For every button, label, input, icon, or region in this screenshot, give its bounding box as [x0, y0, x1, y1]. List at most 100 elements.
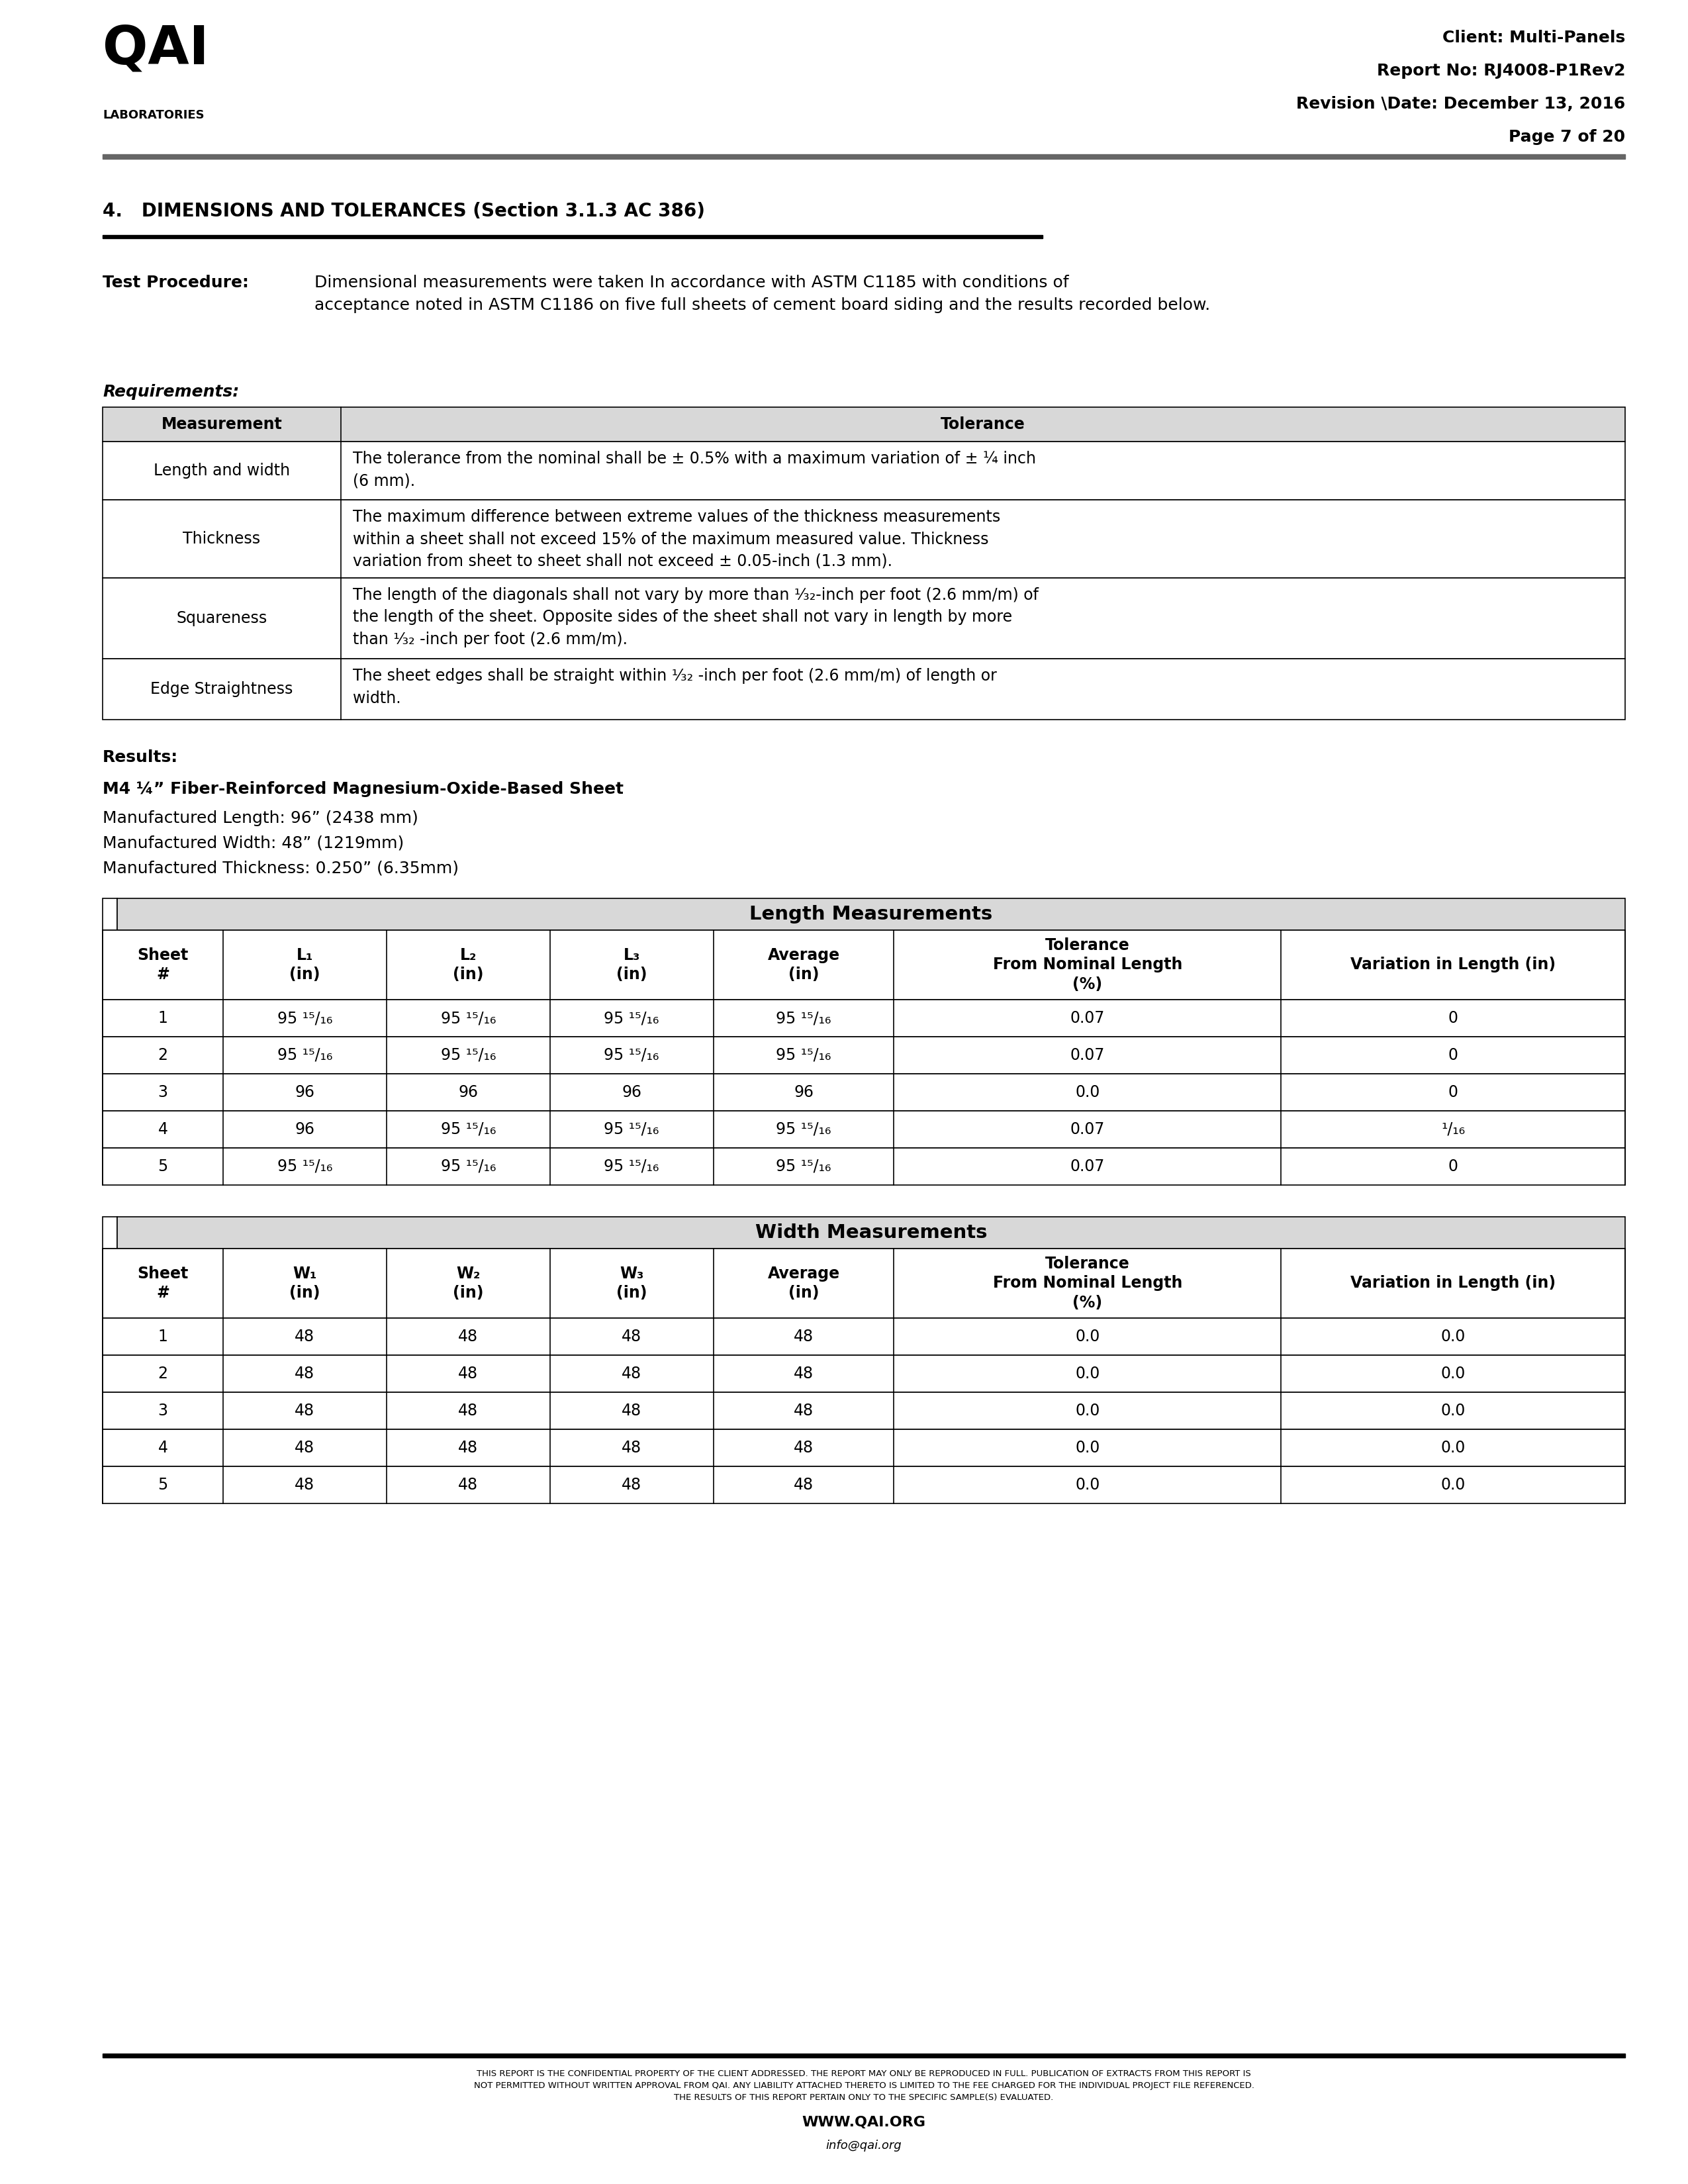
Text: 95 ¹⁵/₁₆: 95 ¹⁵/₁₆: [277, 1158, 333, 1175]
Text: Requirements:: Requirements:: [103, 384, 240, 400]
Text: 95 ¹⁵/₁₆: 95 ¹⁵/₁₆: [277, 1011, 333, 1026]
Text: Manufactured Width: 48” (1219mm): Manufactured Width: 48” (1219mm): [103, 836, 403, 852]
Text: 1: 1: [159, 1011, 167, 1026]
Text: Manufactured Thickness: 0.250” (6.35mm): Manufactured Thickness: 0.250” (6.35mm): [103, 860, 459, 876]
Text: Width Measurements: Width Measurements: [755, 1223, 987, 1243]
Text: 0.0: 0.0: [1075, 1476, 1101, 1494]
Bar: [103, 155, 1626, 159]
Text: 95 ¹⁵/₁₆: 95 ¹⁵/₁₆: [441, 1158, 496, 1175]
Text: Manufactured Length: 96” (2438 mm): Manufactured Length: 96” (2438 mm): [103, 810, 419, 826]
Text: Tolerance
From Nominal Length
(%): Tolerance From Nominal Length (%): [993, 1256, 1182, 1310]
Text: Measurement: Measurement: [162, 417, 282, 432]
Text: 0.0: 0.0: [1442, 1328, 1465, 1345]
Text: 0: 0: [1448, 1158, 1458, 1175]
Text: 48: 48: [793, 1402, 814, 1420]
Text: 48: 48: [295, 1476, 314, 1494]
Bar: [103, 441, 1626, 500]
Text: 0: 0: [1448, 1048, 1458, 1064]
Text: 0.0: 0.0: [1442, 1402, 1465, 1420]
Text: 48: 48: [295, 1439, 314, 1457]
Text: 48: 48: [295, 1402, 314, 1420]
Text: Length Measurements: Length Measurements: [749, 904, 993, 924]
Text: Results:: Results:: [103, 749, 179, 764]
Text: Report No: RJ4008-P1Rev2: Report No: RJ4008-P1Rev2: [1376, 63, 1626, 79]
Text: L₁
(in): L₁ (in): [289, 948, 321, 983]
Bar: [103, 2053, 1626, 2057]
Text: 0.0: 0.0: [1075, 1085, 1101, 1101]
Text: 95 ¹⁵/₁₆: 95 ¹⁵/₁₆: [604, 1048, 660, 1064]
Text: WWW.QAI.ORG: WWW.QAI.ORG: [802, 2116, 925, 2129]
Text: 48: 48: [457, 1328, 478, 1345]
Bar: [103, 234, 1043, 238]
Bar: [103, 500, 1626, 579]
Text: 2: 2: [159, 1048, 167, 1064]
Bar: [103, 930, 1626, 1000]
Text: 4: 4: [159, 1439, 167, 1457]
Text: Page 7 of 20: Page 7 of 20: [1509, 129, 1626, 144]
Text: 95 ¹⁵/₁₆: 95 ¹⁵/₁₆: [776, 1048, 830, 1064]
Bar: [103, 1354, 1626, 1391]
Bar: [103, 406, 1626, 441]
Text: 0.07: 0.07: [1070, 1011, 1106, 1026]
Text: 95 ¹⁵/₁₆: 95 ¹⁵/₁₆: [604, 1120, 660, 1138]
Text: L₃
(in): L₃ (in): [616, 948, 647, 983]
Bar: [103, 1216, 116, 1249]
Text: Test Procedure:: Test Procedure:: [103, 275, 248, 290]
Text: Sheet
#: Sheet #: [137, 948, 189, 983]
Text: W₃
(in): W₃ (in): [616, 1265, 647, 1302]
Text: 0.0: 0.0: [1442, 1476, 1465, 1494]
Text: 48: 48: [621, 1365, 641, 1382]
Text: 0.0: 0.0: [1442, 1365, 1465, 1382]
Text: 1: 1: [159, 1328, 167, 1345]
Bar: [103, 1249, 1626, 1319]
Text: Average
(in): Average (in): [768, 1265, 839, 1302]
Text: 95 ¹⁵/₁₆: 95 ¹⁵/₁₆: [441, 1048, 496, 1064]
Text: 95 ¹⁵/₁₆: 95 ¹⁵/₁₆: [776, 1158, 830, 1175]
Bar: [103, 1149, 1626, 1186]
Bar: [103, 898, 116, 930]
Text: Thickness: Thickness: [182, 531, 260, 546]
Text: 48: 48: [793, 1476, 814, 1494]
Text: 95 ¹⁵/₁₆: 95 ¹⁵/₁₆: [776, 1120, 830, 1138]
Text: Variation in Length (in): Variation in Length (in): [1350, 957, 1556, 972]
Text: 0.07: 0.07: [1070, 1120, 1106, 1138]
Text: 48: 48: [621, 1328, 641, 1345]
Text: 96: 96: [295, 1120, 314, 1138]
Text: 95 ¹⁵/₁₆: 95 ¹⁵/₁₆: [441, 1011, 496, 1026]
Text: 48: 48: [457, 1402, 478, 1420]
Text: 5: 5: [157, 1158, 167, 1175]
Text: 48: 48: [457, 1365, 478, 1382]
Text: The maximum difference between extreme values of the thickness measurements
with: The maximum difference between extreme v…: [353, 509, 1001, 570]
Text: L₂
(in): L₂ (in): [452, 948, 483, 983]
Text: 3: 3: [159, 1402, 167, 1420]
Text: Squareness: Squareness: [176, 609, 267, 627]
Text: 48: 48: [621, 1476, 641, 1494]
Text: 48: 48: [621, 1439, 641, 1457]
Text: 96: 96: [457, 1085, 478, 1101]
Text: 0.0: 0.0: [1075, 1365, 1101, 1382]
Text: 48: 48: [295, 1365, 314, 1382]
Text: 48: 48: [295, 1328, 314, 1345]
Text: 48: 48: [621, 1402, 641, 1420]
Text: ¹/₁₆: ¹/₁₆: [1442, 1120, 1465, 1138]
Text: Tolerance
From Nominal Length
(%): Tolerance From Nominal Length (%): [993, 937, 1182, 992]
Text: The length of the diagonals shall not vary by more than ¹⁄₃₂-inch per foot (2.6 : The length of the diagonals shall not va…: [353, 587, 1038, 646]
Text: 96: 96: [793, 1085, 814, 1101]
Bar: [103, 1112, 1626, 1149]
Text: 48: 48: [793, 1365, 814, 1382]
Text: Variation in Length (in): Variation in Length (in): [1350, 1275, 1556, 1291]
Text: 0.07: 0.07: [1070, 1158, 1106, 1175]
Text: info@qai.org: info@qai.org: [825, 2140, 901, 2151]
Text: 95 ¹⁵/₁₆: 95 ¹⁵/₁₆: [776, 1011, 830, 1026]
Text: 4: 4: [159, 1120, 167, 1138]
Text: 96: 96: [621, 1085, 641, 1101]
Text: W₂
(in): W₂ (in): [452, 1265, 483, 1302]
Text: 48: 48: [457, 1476, 478, 1494]
Bar: [103, 1075, 1626, 1112]
Bar: [103, 1428, 1626, 1465]
Text: 3: 3: [159, 1085, 167, 1101]
Text: LABORATORIES: LABORATORIES: [103, 109, 204, 120]
Text: 95 ¹⁵/₁₆: 95 ¹⁵/₁₆: [604, 1011, 660, 1026]
Text: 95 ¹⁵/₁₆: 95 ¹⁵/₁₆: [604, 1158, 660, 1175]
Bar: [103, 660, 1626, 719]
